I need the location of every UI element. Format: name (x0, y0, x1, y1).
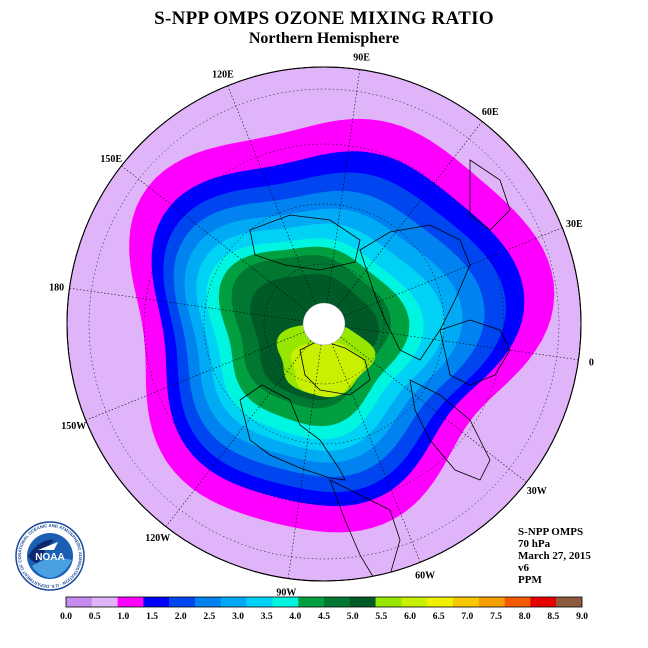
meridian-line (121, 165, 325, 325)
coastline-segment (439, 319, 511, 386)
colorbar-swatch (272, 597, 299, 607)
colorbar-tick-label: 1.5 (146, 612, 158, 622)
graticule (69, 69, 579, 579)
meridian-line (323, 323, 421, 563)
colorbar-tick-label: 0.0 (60, 612, 72, 622)
longitude-labels: 90E 60E 30E 0 30W 60W 90W 120W 150W 180 150E 120E (49, 53, 594, 599)
colorbar-tick-label: 8.5 (547, 612, 559, 622)
colorbar-tick-label: 6.0 (404, 612, 416, 622)
longitude-label: 180 (49, 282, 64, 293)
colorbar-tick-label: 7.0 (461, 612, 473, 622)
colorbar-swatch (195, 597, 221, 607)
longitude-label: 90W (276, 587, 296, 598)
coastline-segment (239, 384, 346, 481)
latitude-circle (263, 263, 385, 385)
longitude-label: 60W (415, 570, 435, 581)
colorbar-tick-label: 8.0 (519, 612, 531, 622)
colorbar-swatch (427, 597, 454, 607)
colorbar-frame (65, 596, 583, 608)
colorbar-swatch (91, 597, 118, 607)
noaa-seal-icon: NOAA NATIONAL OCEANIC AND ATMOSPHERIC AD… (14, 520, 85, 591)
colorbar-swatch (453, 597, 479, 607)
meridian-line (323, 227, 563, 325)
longitude-label: 120E (212, 70, 234, 81)
longitude-label: 60E (482, 107, 499, 118)
colorbar-tick-label: 0.5 (89, 612, 101, 622)
colorbar-tick-label: 4.5 (318, 612, 330, 622)
info-date: March 27, 2015 (518, 550, 591, 562)
info-instrument: S-NPP OMPS (518, 526, 584, 538)
logo-text: NOAA (35, 552, 64, 563)
colorbar-swatch (349, 597, 376, 607)
colorbar-swatch (401, 597, 428, 607)
colorbar-swatch (220, 597, 247, 607)
longitude-label: 150E (100, 154, 122, 165)
colorbar-swatch (143, 597, 170, 607)
meridian-line (323, 69, 361, 325)
contour-band-6-5 (290, 341, 365, 398)
latitude-circle (143, 143, 505, 505)
colorbar-tick-label: 5.0 (347, 612, 359, 622)
meridian-line (323, 323, 579, 361)
colorbar-tick-label: 6.5 (433, 612, 445, 622)
colorbar-swatch (530, 597, 557, 607)
pole-no-data (302, 302, 346, 346)
colorbar-swatch (324, 597, 350, 607)
colorbar-tick-label: 4.0 (289, 612, 301, 622)
colorbar-swatch (66, 597, 92, 607)
coastline-segment (249, 214, 361, 271)
meridian-line (323, 323, 527, 483)
colorbar: 0.0 0.5 1.0 1.5 2.0 2.5 3.0 3.5 4.0 4.5 5.0 5.5 6.0 6… (60, 596, 588, 622)
coastline-segment (469, 159, 511, 231)
colorbar-tick-label: 3.0 (232, 612, 244, 622)
page-title: S-NPP OMPS OZONE MIXING RATIO (154, 8, 494, 29)
map-disc (66, 66, 582, 582)
colorbar-swatch (375, 597, 402, 607)
colorbar-swatch (504, 597, 531, 607)
colorbar-swatch (556, 597, 583, 607)
colorbar-tick-label: 1.0 (117, 612, 129, 622)
coastline-segment (409, 379, 491, 481)
colorbar-swatch (298, 597, 325, 607)
longitude-label: 120W (145, 533, 170, 544)
longitude-label: 30E (566, 219, 583, 230)
colorbar-tick-label: 5.5 (375, 612, 387, 622)
longitude-label: 0 (589, 358, 594, 369)
info-level: 70 hPa (518, 538, 551, 550)
colorbar-tick-label: 7.5 (490, 612, 502, 622)
colorbar-swatch (117, 597, 144, 607)
disc-outline (66, 66, 582, 582)
longitude-label: 90E (353, 53, 370, 64)
colorbar-swatch (169, 597, 196, 607)
longitude-label: 150W (61, 421, 86, 432)
meridian-line (227, 85, 325, 325)
colorbar-tick-label: 9.0 (576, 612, 588, 622)
colorbar-tick-label: 3.5 (261, 612, 273, 622)
info-units: PPM (518, 574, 542, 586)
colorbar-swatch (246, 597, 273, 607)
latitude-circle (203, 203, 445, 445)
longitude-label: 30W (527, 486, 547, 497)
colorbar-tick-label: 2.5 (203, 612, 215, 622)
meridian-line (287, 323, 325, 579)
coastlines (239, 159, 511, 581)
meridian-line (165, 323, 325, 527)
latitude-circle (88, 88, 560, 560)
meridian-line (85, 323, 325, 421)
meridian-line (323, 121, 483, 325)
meridian-line (69, 287, 325, 325)
page-subtitle: Northern Hemisphere (248, 30, 400, 47)
info-version: v6 (518, 562, 529, 574)
colorbar-swatch (478, 597, 505, 607)
colorbar-tick-label: 2.0 (175, 612, 187, 622)
